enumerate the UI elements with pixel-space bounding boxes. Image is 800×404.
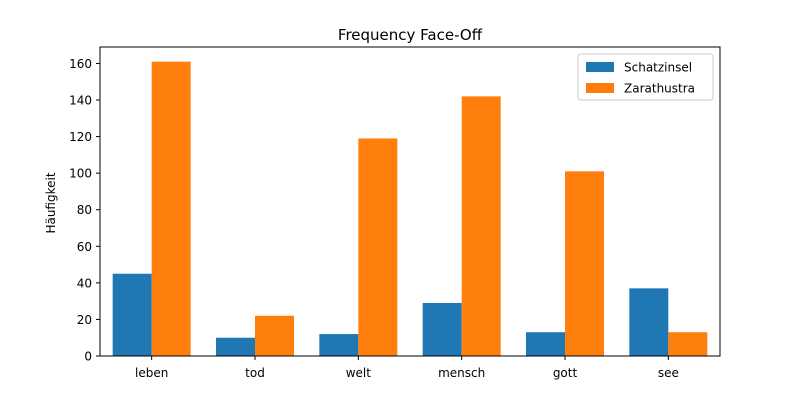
bar-zarathustra-tod xyxy=(255,315,294,356)
x-tick-label-leben: leben xyxy=(135,366,168,380)
bar-schatzinsel-gott xyxy=(526,332,565,356)
y-tick-label-20: 20 xyxy=(77,313,92,327)
y-tick-label-120: 120 xyxy=(69,130,92,144)
x-tick-label-welt: welt xyxy=(346,366,372,380)
bar-schatzinsel-welt xyxy=(319,334,359,356)
bar-zarathustra-see xyxy=(668,332,708,356)
y-tick-label-100: 100 xyxy=(69,167,92,181)
bar-zarathustra-welt xyxy=(358,138,398,356)
y-tick-label-140: 140 xyxy=(69,94,92,108)
bar-schatzinsel-leben xyxy=(112,273,152,356)
y-axis: 0 20 40 60 80 100 120 140 160 xyxy=(69,57,100,364)
chart-title: Frequency Face-Off xyxy=(338,26,483,44)
legend-swatch-zarathustra xyxy=(586,83,614,93)
bar-zarathustra-gott xyxy=(565,171,604,356)
y-tick-label-160: 160 xyxy=(69,57,92,71)
legend-swatch-schatzinsel xyxy=(586,62,614,72)
bar-schatzinsel-see xyxy=(629,288,669,356)
y-tick-label-60: 60 xyxy=(77,240,92,254)
y-tick-label-0: 0 xyxy=(84,350,92,364)
bar-schatzinsel-mensch xyxy=(422,302,462,356)
bar-schatzinsel-tod xyxy=(216,337,255,356)
y-axis-label: Häufigkeit xyxy=(44,172,58,233)
x-axis: leben tod welt mensch gott see xyxy=(135,356,679,380)
y-tick-label-40: 40 xyxy=(77,276,92,290)
legend: Schatzinsel Zarathustra xyxy=(577,53,714,101)
plot-frame xyxy=(99,46,721,357)
bar-zarathustra-leben xyxy=(151,61,191,356)
x-tick-label-mensch: mensch xyxy=(438,366,485,380)
x-tick-label-gott: gott xyxy=(553,366,578,380)
bars-group xyxy=(112,61,708,357)
x-tick-label-see: see xyxy=(658,366,679,380)
bar-zarathustra-mensch xyxy=(461,96,501,357)
legend-label-zarathustra: Zarathustra xyxy=(624,82,695,96)
legend-label-schatzinsel: Schatzinsel xyxy=(624,61,692,75)
y-tick-label-80: 80 xyxy=(77,203,92,217)
x-tick-label-tod: tod xyxy=(245,366,265,380)
